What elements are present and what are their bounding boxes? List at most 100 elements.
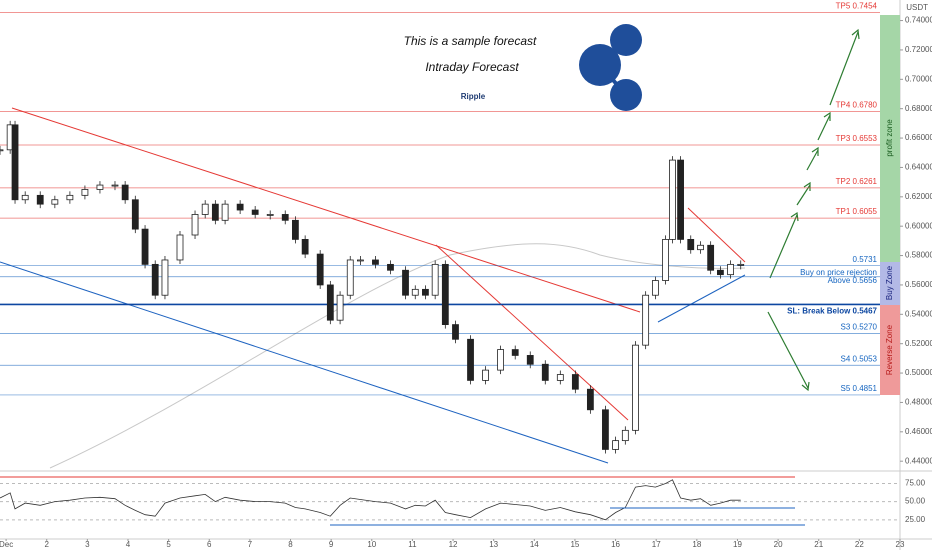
forecast-arrows [767,28,860,392]
zone-label: Reverse Zone [885,324,894,375]
candle [687,239,695,251]
x-tick-label: 16 [611,540,620,549]
level-label: S3 0.5270 [841,323,878,332]
rsi-tick-label: 25.00 [905,515,926,524]
trendline [657,274,746,323]
candle [511,349,519,356]
candle [111,184,119,187]
x-tick-label: 6 [207,540,212,549]
x-tick-label: Dec [0,540,13,549]
candle [191,214,199,236]
x-tick-label: 9 [329,540,334,549]
rsi-tick-label: 75.00 [905,479,926,488]
candle [21,194,29,201]
candle [612,440,619,450]
level-label: Above 0.5656 [828,276,878,285]
y-tick-label: 0.74000 [905,16,932,25]
x-tick-label: 7 [248,540,253,549]
candle [201,203,209,215]
candle [541,363,549,381]
zone-label: Buy Zone [885,265,894,300]
currency-label: USDT [906,3,928,12]
trendline [435,244,629,421]
x-tick-label: 13 [489,540,498,549]
candle [66,194,74,201]
candle [161,259,169,296]
candle [707,244,715,271]
x-tick-label: 3 [85,540,90,549]
x-tick-label: 12 [449,540,458,549]
candle [571,374,579,390]
rsi-tick-label: 50.00 [905,497,926,506]
candle [411,288,419,296]
candle [556,374,564,381]
candle [482,369,489,381]
x-tick-label: 19 [733,540,742,549]
x-tick-label: 10 [367,540,376,549]
x-tick-label: 18 [692,540,701,549]
candle [81,189,89,196]
candle [236,203,244,211]
level-label: TP4 0.6780 [836,101,878,110]
profit-zone [880,15,900,262]
candle [211,203,219,221]
y-tick-label: 0.72000 [905,45,932,54]
candle [151,263,159,296]
level-label: TP2 0.6261 [836,177,878,186]
candle [621,429,629,442]
y-tick-label: 0.48000 [905,398,932,407]
y-tick-label: 0.52000 [905,339,932,348]
candle [697,244,704,251]
candle [131,199,139,230]
candle [422,288,429,296]
candle [176,234,184,261]
x-tick-label: 21 [814,540,823,549]
chart-title: Ripple [461,92,486,101]
candle [642,294,650,346]
candle [586,388,594,411]
rsi-line [0,479,741,521]
level-label: TP3 0.6553 [836,134,878,143]
candle [251,209,259,215]
x-tick-label: 11 [408,540,417,549]
x-tick-label: 4 [126,540,131,549]
x-tick-label: 17 [652,540,661,549]
level-label: S5 0.4851 [841,384,878,393]
candle [737,263,745,266]
y-tick-label: 0.70000 [905,74,932,83]
candle [467,338,474,381]
y-tick-label: 0.62000 [905,192,932,201]
y-tick-label: 0.64000 [905,163,932,172]
x-tick-label: 15 [570,540,579,549]
candle [526,355,534,365]
buy-zone [880,262,900,305]
candle [0,149,4,152]
trendline [687,207,746,263]
candle [346,259,354,296]
candle [326,284,334,321]
candle [121,184,129,201]
y-tick-label: 0.44000 [905,456,932,465]
candle [291,219,299,240]
x-tick-label: 20 [774,540,783,549]
candle [51,199,59,205]
candle [602,409,609,450]
candle [632,344,639,431]
candle [387,263,394,271]
candle [727,263,734,276]
candle [36,194,44,205]
candle [11,124,19,201]
candle [316,253,324,286]
y-tick-label: 0.54000 [905,309,932,318]
zone-label: profit zone [885,119,894,157]
annotation: Intraday Forecast [425,60,519,74]
moving-average [49,243,746,469]
candle [266,214,274,216]
level-label: TP5 0.7454 [836,2,878,11]
candle [357,259,364,262]
level-label: 0.5731 [853,255,878,264]
candle [221,203,229,221]
trendline [11,107,641,313]
